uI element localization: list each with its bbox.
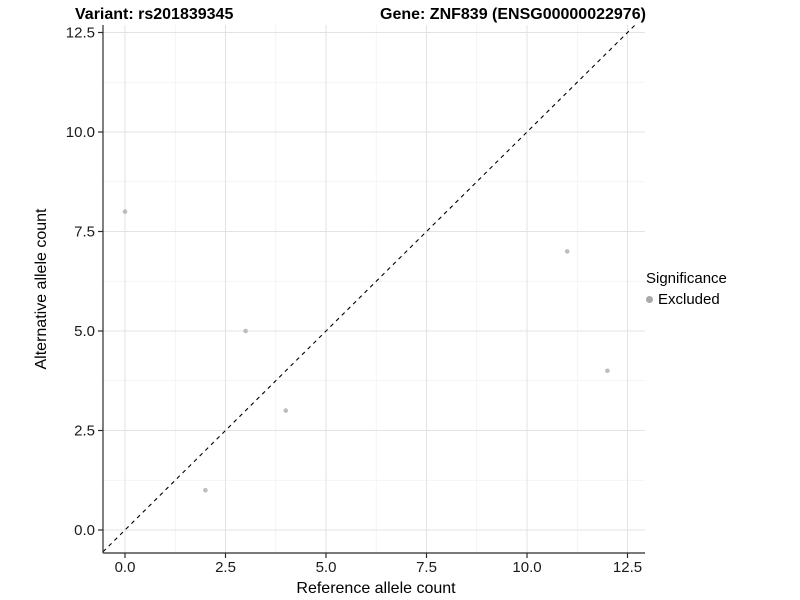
legend-title: Significance bbox=[646, 270, 727, 287]
y-tick-label: 10.0 bbox=[66, 124, 95, 141]
data-point bbox=[122, 209, 128, 214]
data-point bbox=[283, 408, 289, 413]
data-point bbox=[564, 249, 570, 254]
x-axis-label: Reference allele count bbox=[296, 580, 456, 597]
legend: Significance Excluded bbox=[646, 270, 727, 308]
y-tick-label: 2.5 bbox=[74, 423, 95, 440]
x-tick-label: 2.5 bbox=[215, 559, 236, 576]
y-axis-label: Alternative allele count bbox=[33, 208, 50, 370]
y-tick-label: 12.5 bbox=[66, 25, 95, 42]
identity-reference-line bbox=[102, 24, 636, 553]
data-point bbox=[203, 487, 208, 493]
data-point bbox=[243, 328, 248, 334]
x-tick-label: 5.0 bbox=[316, 559, 337, 576]
y-tick-label: 7.5 bbox=[74, 224, 95, 241]
legend-item-excluded: Excluded bbox=[646, 291, 727, 308]
legend-item-label: Excluded bbox=[658, 291, 720, 308]
plot-title-gene: Gene: ZNF839 (ENSG00000022976) bbox=[380, 6, 646, 23]
x-tick-label: 7.5 bbox=[416, 559, 437, 576]
x-tick-label: 10.0 bbox=[512, 559, 541, 576]
y-tick-label: 5.0 bbox=[74, 323, 95, 340]
x-tick-label: 12.5 bbox=[613, 559, 642, 576]
plot-title-variant: Variant: rs201839345 bbox=[75, 6, 234, 23]
y-tick-label: 0.0 bbox=[74, 522, 95, 539]
excluded-point-icon bbox=[646, 296, 653, 303]
data-point bbox=[605, 368, 610, 374]
x-tick-label: 0.0 bbox=[115, 559, 136, 576]
